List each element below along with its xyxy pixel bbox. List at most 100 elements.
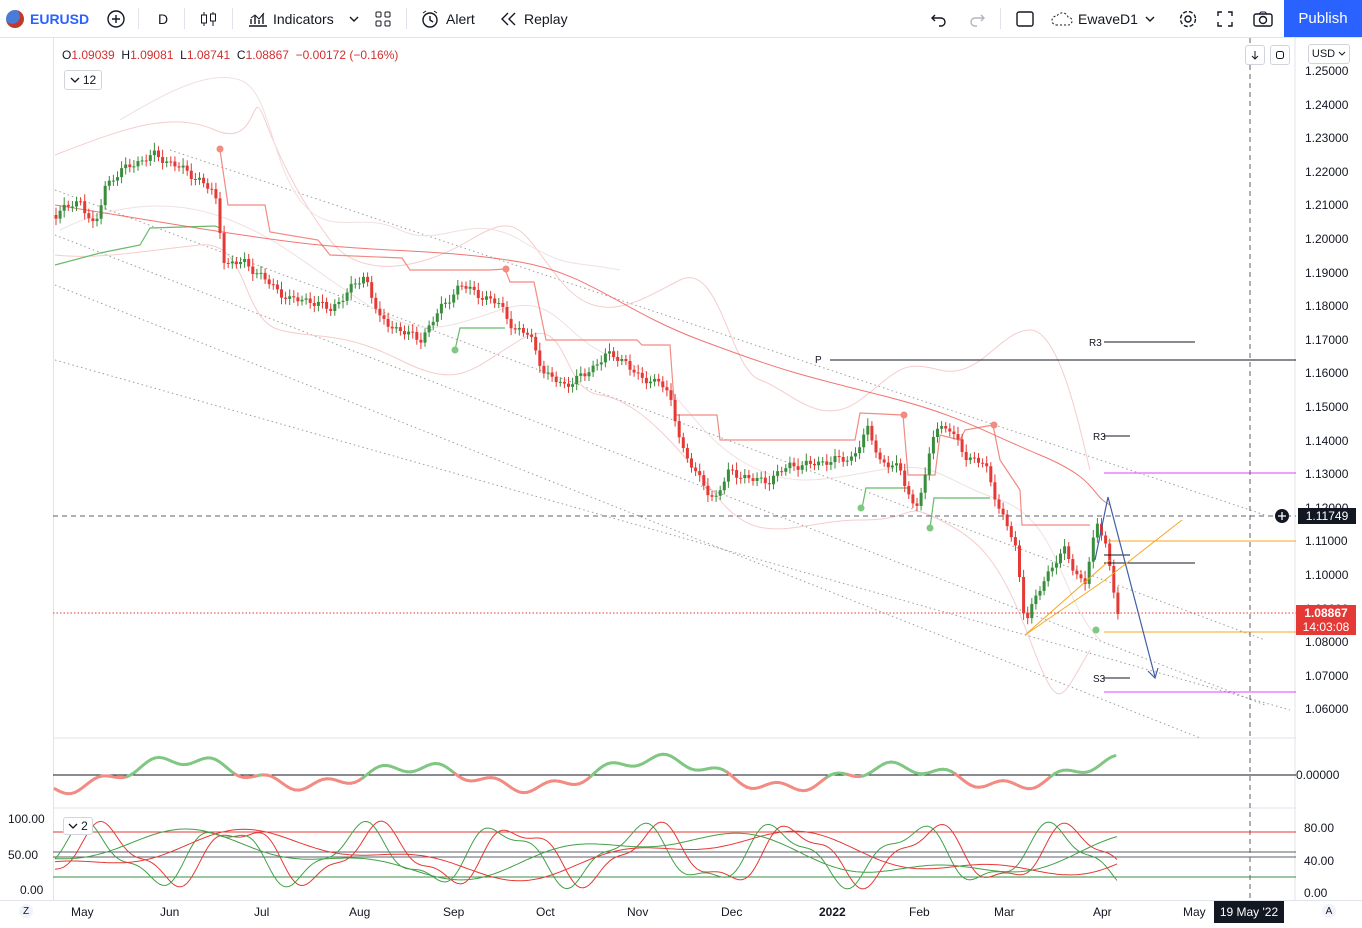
candle-body bbox=[817, 462, 820, 466]
candle-body bbox=[739, 478, 742, 479]
candle-body bbox=[1030, 604, 1033, 618]
oscillator-collapse-button[interactable]: 2 bbox=[63, 817, 93, 835]
indicators-collapse-button[interactable]: 12 bbox=[64, 70, 102, 90]
candle-body bbox=[296, 297, 299, 301]
zoom-button[interactable]: Z bbox=[19, 904, 33, 918]
candle-body bbox=[198, 178, 201, 180]
candle-body bbox=[247, 259, 250, 267]
candle-body bbox=[456, 286, 459, 295]
candle-body bbox=[301, 300, 304, 302]
candle-body bbox=[559, 382, 562, 383]
candle-body bbox=[243, 259, 246, 262]
last-price-value: 1.08867 bbox=[1304, 606, 1347, 620]
candle-body bbox=[153, 151, 156, 156]
candle-body bbox=[567, 384, 570, 387]
candle-body bbox=[210, 189, 213, 190]
candle-body bbox=[460, 286, 463, 287]
candle-body bbox=[284, 298, 287, 299]
candle-body bbox=[227, 263, 230, 264]
price-axis-label: 1.23000 bbox=[1305, 131, 1348, 145]
candle-body bbox=[653, 379, 656, 382]
candle-body bbox=[173, 162, 176, 167]
osc2-axis-label: 40.00 bbox=[1304, 854, 1334, 868]
candle-body bbox=[678, 421, 681, 437]
candle-body bbox=[132, 166, 135, 167]
candle-body bbox=[764, 478, 767, 484]
candle-body bbox=[702, 475, 705, 486]
candle-body bbox=[588, 372, 591, 376]
candle-body bbox=[1055, 563, 1058, 567]
candle-body bbox=[1096, 524, 1099, 538]
candle-body bbox=[706, 486, 709, 495]
osc-count: 2 bbox=[81, 819, 88, 833]
candle-body bbox=[948, 429, 951, 432]
chart-reset-button[interactable] bbox=[1270, 45, 1290, 65]
candle-body bbox=[735, 470, 738, 478]
osc2-axis-label: 0.00 bbox=[1304, 886, 1327, 900]
currency-selector[interactable]: USD bbox=[1308, 44, 1350, 64]
candle-body bbox=[489, 296, 492, 298]
time-axis[interactable] bbox=[0, 900, 1362, 928]
candle-body bbox=[104, 186, 107, 205]
candle-body bbox=[465, 286, 468, 289]
candle-body bbox=[866, 426, 869, 435]
price-axis-label: 1.19000 bbox=[1305, 266, 1348, 280]
candle-body bbox=[1063, 546, 1066, 553]
candle-body bbox=[961, 439, 964, 452]
add-price-line-button[interactable] bbox=[1273, 507, 1291, 525]
candle-body bbox=[842, 457, 845, 462]
red-trailing-stop bbox=[220, 150, 1090, 525]
candle-body bbox=[665, 387, 668, 390]
candle-body bbox=[788, 463, 791, 469]
price-axis-label: 1.07000 bbox=[1305, 669, 1348, 683]
candle-body bbox=[1059, 554, 1062, 564]
candle-body bbox=[493, 298, 496, 303]
candle-body bbox=[583, 373, 586, 376]
price-axis-label: 1.22000 bbox=[1305, 165, 1348, 179]
candle-body bbox=[137, 161, 140, 166]
candle-body bbox=[1080, 574, 1083, 578]
candle-body bbox=[75, 201, 78, 206]
candle-body bbox=[973, 458, 976, 459]
candle-body bbox=[932, 437, 935, 453]
candle-body bbox=[497, 303, 500, 304]
scroll-to-latest-button[interactable] bbox=[1245, 45, 1265, 65]
candle-body bbox=[756, 478, 759, 481]
candle-body bbox=[690, 458, 693, 467]
time-axis-label: Jun bbox=[160, 905, 179, 919]
candle-body bbox=[260, 273, 263, 274]
price-axis-label: 1.25000 bbox=[1305, 64, 1348, 78]
candle-body bbox=[436, 313, 439, 322]
candle-body bbox=[120, 168, 123, 177]
candle-body bbox=[59, 211, 62, 219]
candle-body bbox=[965, 452, 968, 460]
candle-body bbox=[530, 335, 533, 337]
candle-body bbox=[63, 205, 66, 211]
candle-body bbox=[596, 364, 599, 365]
candle-body bbox=[780, 471, 783, 472]
low-value: 1.08741 bbox=[187, 48, 230, 62]
candle-body bbox=[206, 183, 209, 189]
candle-body bbox=[969, 458, 972, 461]
candle-body bbox=[370, 282, 373, 298]
candle-body bbox=[854, 453, 857, 456]
candle-body bbox=[526, 333, 529, 335]
arrow-down-icon bbox=[1250, 50, 1260, 60]
candle-body bbox=[395, 327, 398, 328]
candle-body bbox=[641, 373, 644, 378]
candle-body bbox=[809, 461, 812, 464]
candle-body bbox=[362, 277, 365, 284]
price-axis-label: 1.16000 bbox=[1305, 366, 1348, 380]
candle-body bbox=[268, 279, 271, 284]
auto-scale-button[interactable]: A bbox=[1322, 904, 1336, 918]
price-axis-label: 1.11000 bbox=[1305, 534, 1348, 548]
osc2-left-label: 0.00 bbox=[20, 883, 43, 897]
candle-body bbox=[797, 466, 800, 470]
candle-body bbox=[321, 302, 324, 303]
candle-body bbox=[1018, 545, 1021, 577]
osc2-axis-label: 80.00 bbox=[1304, 821, 1334, 835]
price-axis-label: 1.18000 bbox=[1305, 299, 1348, 313]
candle-body bbox=[428, 325, 431, 332]
candle-body bbox=[1088, 562, 1091, 584]
